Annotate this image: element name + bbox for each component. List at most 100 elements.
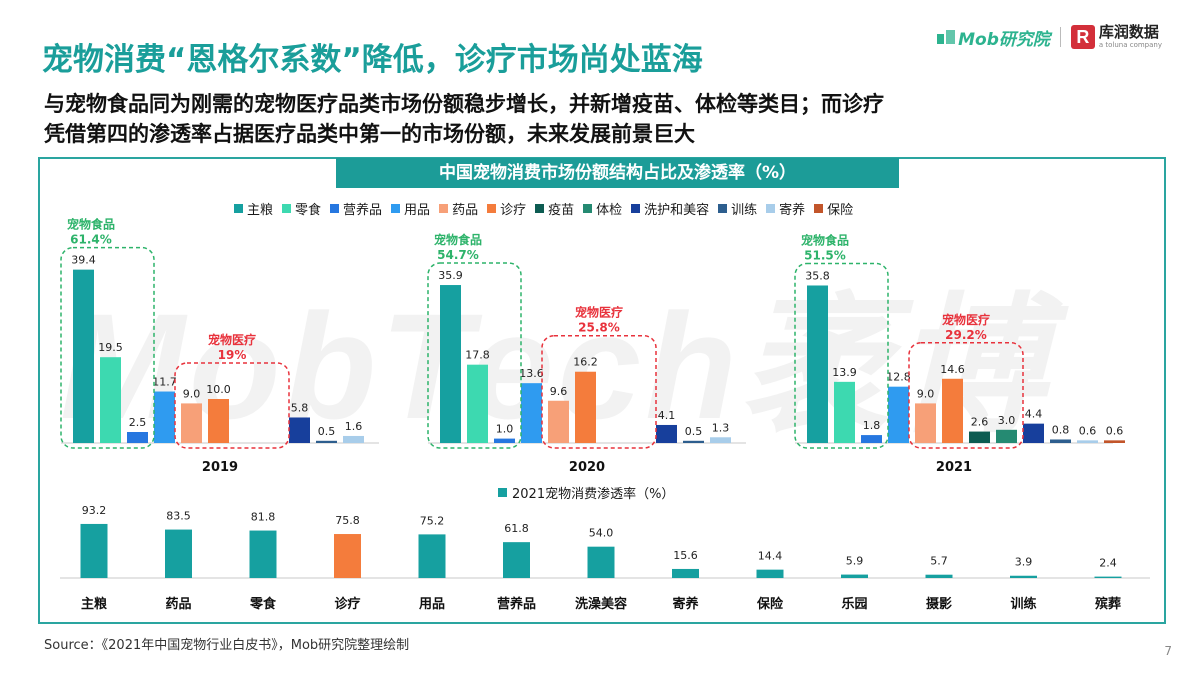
- medical-group-box: [908, 342, 1024, 449]
- legend-swatch: [330, 204, 340, 213]
- penetration-bar: [334, 534, 361, 578]
- food-group-box: [427, 262, 522, 449]
- penetration-bar: [672, 568, 699, 578]
- legend-swatch: [439, 204, 449, 213]
- food-group-box: [794, 262, 889, 449]
- penetration-data-label: 5.7: [930, 555, 948, 568]
- bar: [343, 435, 364, 443]
- bar: [127, 432, 148, 443]
- legend-swatch: [391, 204, 401, 213]
- legend-item: 疫苗: [535, 199, 574, 218]
- penetration-bar: [925, 574, 953, 578]
- medical-group-label: 宠物医疗: [208, 332, 256, 347]
- legend-swatch: [766, 204, 776, 213]
- legend-item: 保险: [814, 199, 853, 218]
- penetration-data-label: 14.4: [758, 550, 783, 563]
- food-group-value: 61.4%: [70, 233, 112, 247]
- mob-logo: Mob研究院: [937, 25, 1050, 50]
- legend-item: 药品: [439, 199, 478, 218]
- penetration-data-label: 81.8: [251, 511, 276, 524]
- penetration-data-label: 15.6: [673, 549, 698, 562]
- bar-data-label: 1.3: [712, 421, 730, 434]
- legend-label: 洗护和美容: [644, 203, 710, 218]
- food-group-label: 宠物食品: [67, 217, 115, 232]
- bar: [683, 440, 704, 443]
- bar-data-label: 0.5: [685, 425, 703, 438]
- legend-swatch: [535, 204, 545, 213]
- medical-group-value: 19%: [218, 348, 247, 362]
- penetration-bar: [841, 574, 868, 578]
- x-tick-label: 2020: [569, 460, 605, 475]
- penetration-tick-label: 保险: [756, 596, 784, 612]
- bar-data-label: 14.6: [940, 363, 965, 376]
- legend-label: 营养品: [343, 203, 383, 218]
- penetration-data-label: 75.2: [420, 514, 445, 527]
- penetration-tick-label: 摄影: [926, 596, 952, 612]
- food-group-label: 宠物食品: [434, 232, 482, 247]
- bar-data-label: 1.0: [496, 423, 514, 436]
- penetration-legend-label: 2021宠物消费渗透率（%）: [512, 487, 675, 502]
- penetration-data-label: 61.8: [504, 522, 529, 535]
- bar: [861, 435, 882, 443]
- food-group-value: 54.7%: [437, 248, 479, 262]
- bar: [969, 431, 990, 443]
- bar: [1050, 439, 1071, 443]
- food-group-value: 51.5%: [804, 248, 846, 262]
- bar-data-label: 35.8: [805, 269, 830, 282]
- penetration-tick-label: 诊疗: [334, 596, 360, 612]
- bar-data-label: 10.0: [206, 383, 231, 396]
- x-tick-label: 2019: [202, 460, 238, 475]
- bar-data-label: 11.7: [152, 376, 177, 389]
- bar-data-label: 0.5: [318, 425, 336, 438]
- legend-label: 体检: [596, 203, 623, 218]
- bar: [289, 417, 310, 443]
- bar-data-label: 4.4: [1025, 408, 1043, 421]
- kudata-logo-icon: R: [1070, 25, 1095, 49]
- bar: [73, 269, 94, 443]
- legend-label: 训练: [731, 203, 758, 218]
- food-group-box: [60, 246, 155, 449]
- bar: [467, 364, 488, 443]
- medical-group-value: 25.8%: [578, 321, 620, 335]
- bar-data-label: 2.6: [971, 416, 989, 429]
- bar-data-label: 0.6: [1106, 424, 1124, 437]
- page-subtitle-line2: 凭借第四的渗透率占据医疗品类中第一的市场份额，未来发展前景巨大: [44, 122, 695, 146]
- legend-label: 零食: [295, 203, 322, 218]
- logo-divider: [1059, 27, 1061, 47]
- bar: [316, 440, 337, 443]
- kudata-logo-en: a toluna company: [1098, 41, 1162, 49]
- bar-data-label: 5.8: [291, 401, 309, 414]
- legend-item: 寄养: [766, 199, 805, 218]
- bar: [710, 437, 731, 443]
- medical-group-label: 宠物医疗: [942, 312, 990, 327]
- penetration-bar: [249, 530, 277, 578]
- penetration-data-label: 5.9: [846, 555, 864, 568]
- bar: [575, 371, 596, 443]
- bar: [154, 391, 175, 443]
- page-number: 7: [1164, 644, 1172, 658]
- legend-item: 训练: [718, 199, 757, 218]
- bar-data-label: 9.0: [183, 387, 201, 400]
- bar: [996, 429, 1017, 443]
- penetration-data-label: 54.0: [589, 527, 614, 540]
- bar-data-label: 1.8: [863, 419, 881, 432]
- penetration-tick-label: 药品: [165, 596, 191, 612]
- bar-data-label: 13.9: [832, 366, 857, 379]
- penetration-data-label: 83.5: [166, 510, 191, 523]
- penetration-bar: [1094, 576, 1122, 578]
- penetration-tick-label: 乐园: [841, 596, 867, 612]
- source-note: Source：《2021年中国宠物行业白皮书》，Mob研究院整理绘制: [44, 638, 410, 653]
- bar: [656, 424, 677, 443]
- legend-swatch: [718, 204, 728, 213]
- bar: [807, 285, 828, 443]
- bar-data-label: 16.2: [573, 356, 598, 369]
- penetration-data-label: 3.9: [1015, 556, 1033, 569]
- bar-data-label: 13.6: [519, 367, 544, 380]
- x-tick-label: 2021: [936, 460, 972, 475]
- bar: [181, 403, 202, 443]
- penetration-data-label: 93.2: [82, 504, 107, 517]
- bar: [1104, 440, 1125, 443]
- bar-data-label: 0.8: [1052, 423, 1070, 436]
- bar-data-label: 9.6: [550, 385, 568, 398]
- penetration-tick-label: 殡葬: [1095, 596, 1121, 612]
